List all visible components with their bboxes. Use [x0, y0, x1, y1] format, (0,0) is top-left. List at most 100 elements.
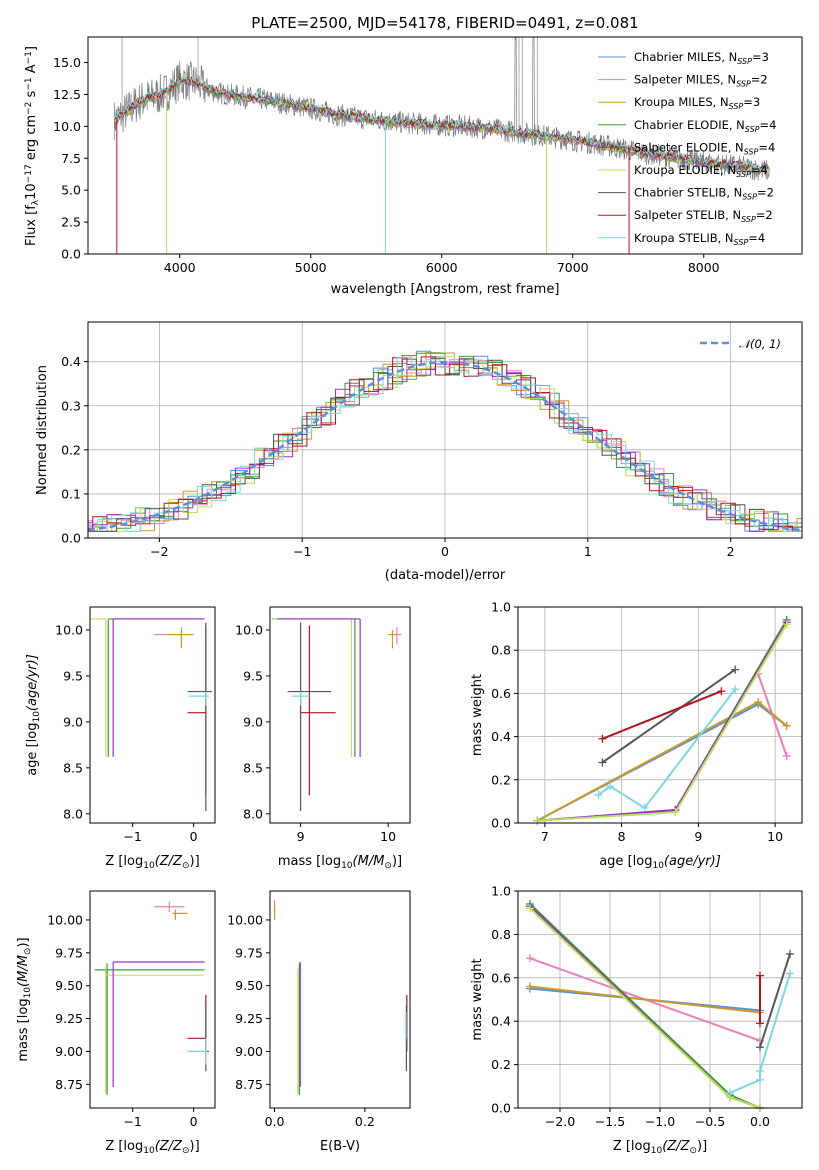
axes-frame: [269, 890, 411, 1109]
data-point-marker: [526, 954, 534, 963]
gaussian-curve: [88, 360, 802, 532]
y-tick-label: 0.6: [491, 686, 511, 701]
data-point-marker: [731, 665, 740, 674]
y-axis-label: Normed distribution: [35, 365, 50, 495]
y-tick-label: 2.5: [61, 215, 81, 230]
y-tick-label: 8.5: [63, 760, 83, 775]
data-point-marker: [756, 1019, 764, 1028]
mass-vs-metallicity-panel: −1 0 8.75 9.00 9.25 9.50 9.75 10.00 Z [log10(Z/Z…: [16, 890, 216, 1156]
data-point-marker: [594, 790, 603, 799]
mass-weight-vs-metallicity-panel: −2.0 −1.5 −1.0 −0.5 0.0 0.0 0.2 0.4 0.6 0.8 1.0 Z […: [470, 884, 803, 1156]
residual-histogram-panel: −2 −1 0 1 2 0.0 0.1 0.2 0.3 0.4 (data-model)/error…: [35, 321, 803, 583]
mass-weight-vs-age-panel: 7 8 9 10 0.0 0.2 0.4 0.6 0.8 1.0 age [log10(age/yr…: [470, 600, 803, 871]
x-tick-label: 4000: [164, 260, 196, 275]
y-tick-label: 0.4: [491, 729, 511, 744]
y-tick-label: 7.5: [61, 151, 81, 166]
age-vs-mass-panel: 9 10 8.0 8.5 9.0 9.5 10.0 mass [log10(M/M⊙)]: [235, 606, 411, 871]
x-axis-label: wavelength [Angstrom, rest frame]: [331, 282, 560, 297]
legend-label: Salpeter MILES, NSSP=2: [634, 73, 768, 89]
legend-label: Kroupa STELIB, NSSP=4: [634, 231, 765, 247]
y-tick-label: 8.5: [243, 760, 263, 775]
y-tick-label: 9.50: [235, 978, 263, 993]
series-line: [529, 985, 761, 1014]
legend-label: Chabrier ELODIE, NSSP=4: [634, 118, 776, 134]
errorbars: [271, 618, 402, 812]
data-point-marker: [717, 687, 726, 696]
data-point-marker: [533, 816, 542, 825]
series-line: [601, 668, 736, 764]
x-tick-label: 0.2: [355, 1114, 375, 1129]
x-tick-label: −1: [293, 544, 311, 559]
histograms: [88, 350, 802, 532]
data-point-marker: [640, 803, 649, 812]
y-tick-label: 10.0: [53, 119, 81, 134]
spectrum-panel: 4000 5000 6000 7000 8000 0.0 2.5 5.0 7.5 10.0 12.5…: [24, 36, 803, 297]
y-tick-label: 0.8: [491, 643, 511, 658]
y-tick-label: 9.50: [55, 978, 83, 993]
y-axis-label: Flux [fλ10−17 erg cm−2 s−1 A−1]: [24, 46, 41, 246]
x-tick-label: 0.0: [265, 1114, 285, 1129]
series-line: [598, 688, 736, 810]
data-point-marker: [786, 969, 794, 978]
y-tick-label: 10.0: [235, 622, 263, 637]
x-tick-label: 7: [541, 829, 549, 844]
data-point-marker: [756, 1043, 764, 1052]
y-tick-label: 9.25: [55, 1011, 83, 1026]
axes-frame: [517, 606, 803, 824]
y-axis-label: age [log10(age/yr)]: [25, 654, 42, 776]
data-point-marker: [731, 685, 740, 694]
x-axis-label: age [log10(age/yr)]: [599, 854, 721, 871]
y-tick-label: 0.4: [61, 354, 81, 369]
data-point-marker: [756, 971, 764, 980]
data-point-marker: [726, 1088, 734, 1097]
observed-spectrum-line: [113, 37, 770, 181]
axes-frame: [517, 890, 803, 1109]
x-axis-label: Z [log10(Z/Z⊙)]: [613, 1139, 707, 1156]
y-tick-label: 0.2: [491, 1057, 511, 1072]
model-spectrum-line: [114, 76, 770, 172]
legend-label: Salpeter STELIB, NSSP=2: [634, 208, 773, 224]
x-axis-label: E(B-V): [320, 1139, 360, 1154]
x-tick-label: 8000: [688, 260, 720, 275]
y-tick-label: 8.0: [243, 806, 263, 821]
errorbars: [273, 900, 408, 1095]
x-axis-label: Z [log10(Z/Z⊙)]: [105, 1139, 199, 1156]
y-tick-label: 8.75: [235, 1077, 263, 1092]
x-tick-label: −1.0: [645, 1114, 675, 1129]
x-tick-label: 6000: [426, 260, 458, 275]
x-tick-label: −2: [150, 544, 168, 559]
x-tick-label: 9: [297, 829, 305, 844]
y-tick-label: 0.3: [61, 398, 81, 413]
y-tick-label: 0.1: [61, 486, 81, 501]
y-tick-label: 9.5: [243, 668, 263, 683]
y-tick-label: 9.75: [55, 945, 83, 960]
spectrum-lines: [113, 37, 770, 254]
y-tick-label: 1.0: [491, 600, 511, 615]
y-tick-label: 0.2: [491, 772, 511, 787]
data-point-marker: [606, 782, 615, 791]
y-tick-label: 9.0: [243, 714, 263, 729]
data-point-marker: [671, 808, 680, 817]
legend-label: Chabrier MILES, NSSP=3: [634, 50, 769, 66]
data-point-marker: [754, 698, 763, 707]
legend-label: 𝒩(0, 1): [739, 337, 781, 351]
y-tick-label: 0.6: [491, 970, 511, 985]
legend-label: Chabrier STELIB, NSSP=2: [634, 186, 774, 202]
x-tick-label: 5000: [295, 260, 327, 275]
y-tick-label: 8.75: [55, 1077, 83, 1092]
y-tick-label: 0.0: [61, 247, 81, 262]
x-tick-label: −0.5: [695, 1114, 725, 1129]
axes-frame: [87, 321, 803, 539]
x-tick-label: −2.0: [545, 1114, 575, 1129]
data-point-marker: [782, 620, 791, 629]
y-tick-label: 9.5: [63, 668, 83, 683]
x-tick-label: 10: [380, 829, 396, 844]
mass-vs-ebv-panel: 0.0 0.2 8.75 9.00 9.25 9.50 9.75 10.00 E(B-V): [227, 890, 411, 1154]
data-point-marker: [526, 904, 534, 913]
x-tick-label: 8: [618, 829, 626, 844]
x-tick-label: 9: [694, 829, 702, 844]
figure-title: PLATE=2500, MJD=54178, FIBERID=0491, z=0…: [251, 14, 638, 32]
y-tick-label: 0.2: [61, 442, 81, 457]
y-tick-label: 10.00: [227, 912, 263, 927]
